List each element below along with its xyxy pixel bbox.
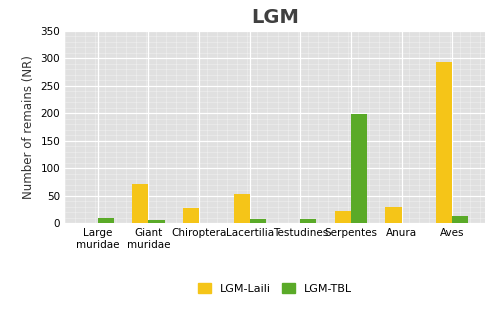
Bar [183, 208, 199, 223]
Bar [351, 114, 367, 223]
Title: LGM: LGM [251, 8, 299, 27]
Y-axis label: Number of remains (NR): Number of remains (NR) [22, 55, 35, 199]
Bar [436, 62, 452, 223]
Bar [300, 219, 316, 223]
Bar [386, 207, 402, 223]
Bar [148, 220, 164, 223]
Bar [334, 210, 351, 223]
Legend: LGM-Laili, LGM-TBL: LGM-Laili, LGM-TBL [193, 279, 357, 298]
Bar [234, 194, 250, 223]
Bar [452, 215, 468, 223]
Bar [98, 218, 114, 223]
Bar [132, 184, 148, 223]
Bar [250, 219, 266, 223]
